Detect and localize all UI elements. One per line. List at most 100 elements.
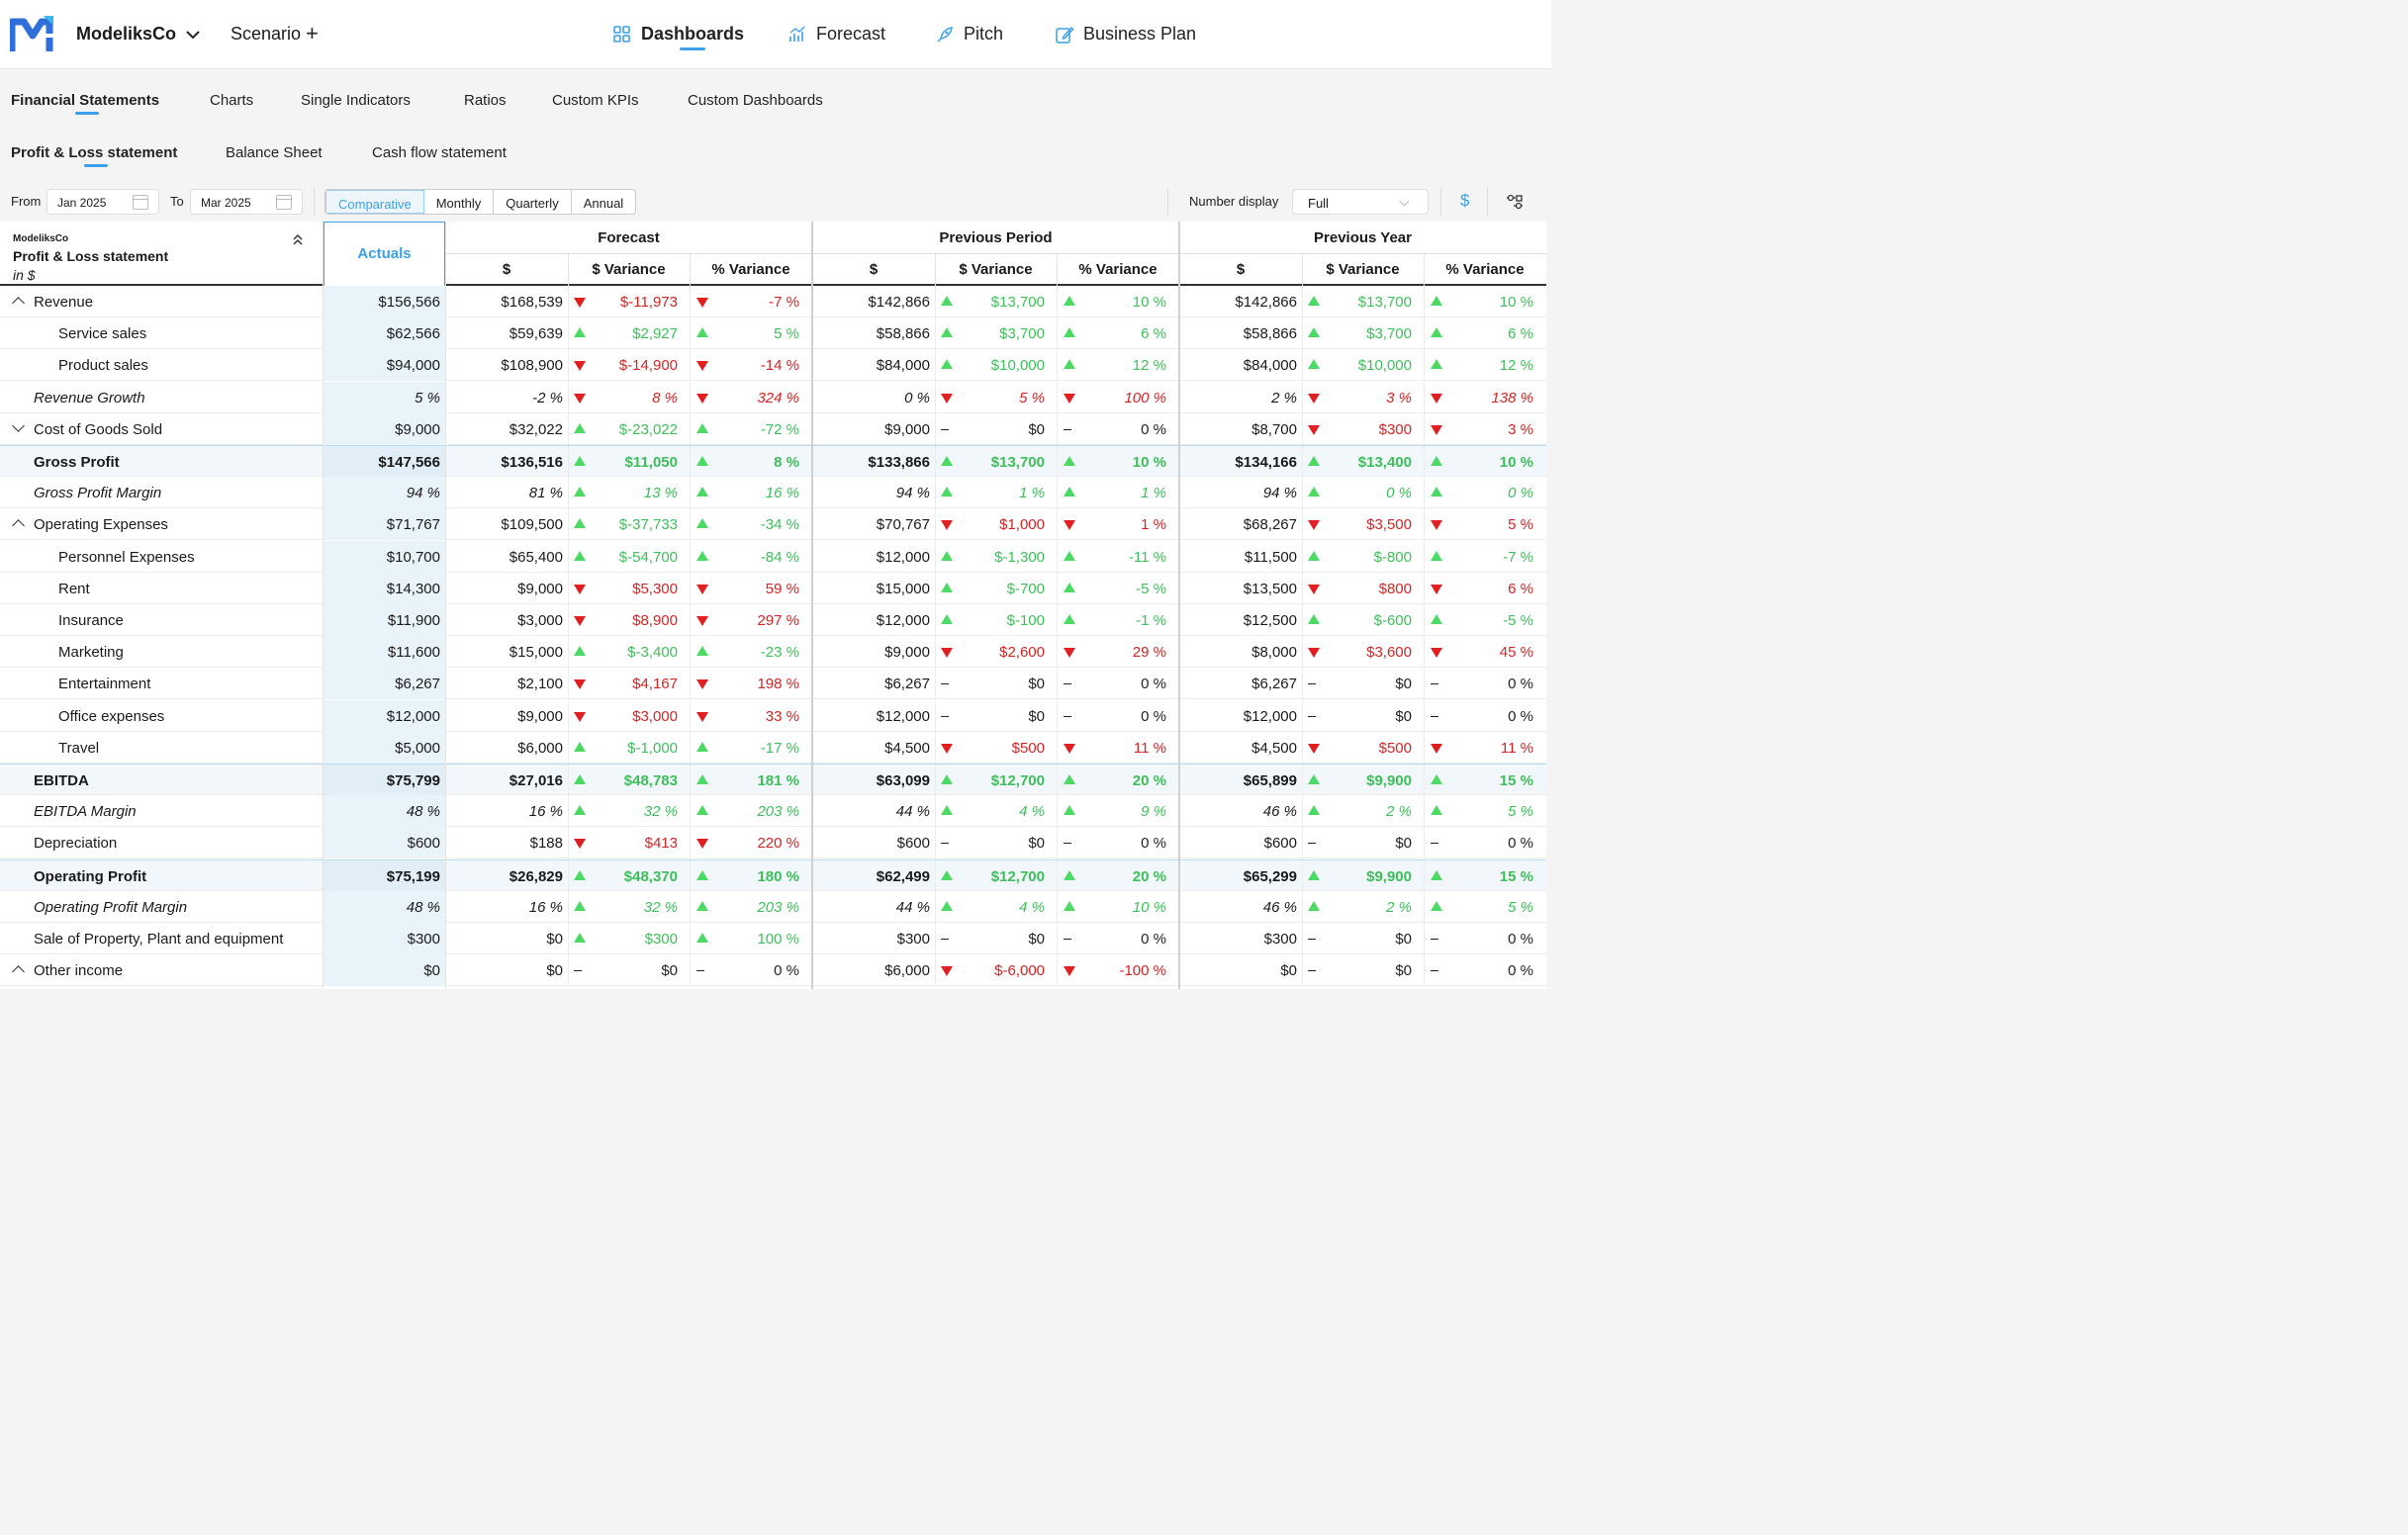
tab-balance-sheet[interactable]: Balance Sheet bbox=[226, 144, 323, 161]
percent-variance-value: 203 % bbox=[757, 898, 799, 916]
arrow-up-icon bbox=[1064, 900, 1075, 911]
currency-toggle-icon[interactable]: $ bbox=[1460, 191, 1470, 210]
table-row[interactable]: Rent $14,300 $9,000 $5,300 59 % $15,000 $-700 -… bbox=[0, 572, 1546, 604]
cell-divider bbox=[935, 731, 936, 764]
amount-value: $9,000 bbox=[517, 580, 563, 597]
dollar-variance-value: $800 bbox=[1378, 580, 1412, 597]
table-row[interactable]: Travel $5,000 $6,000 $-1,000 -17 % $4,500 $500… bbox=[0, 731, 1546, 764]
tab-single-indicators[interactable]: Single Indicators bbox=[301, 92, 411, 109]
cell-divider bbox=[1424, 827, 1425, 859]
chevron-up-icon[interactable] bbox=[12, 297, 25, 310]
amount-value: $0 bbox=[1280, 962, 1297, 980]
chevron-up-icon[interactable] bbox=[12, 965, 25, 979]
dash-icon bbox=[1431, 970, 1438, 972]
cell-divider bbox=[935, 668, 936, 700]
cell-divider bbox=[935, 827, 936, 859]
period-toggle: Comparative Monthly Quarterly Annual bbox=[324, 189, 637, 215]
percent-variance-value: 180 % bbox=[757, 867, 799, 885]
arrow-up-icon bbox=[1431, 487, 1442, 497]
table-row[interactable]: Gross Profit Margin 94 % 81 % 13 % 16 % 94 % 1… bbox=[0, 477, 1546, 509]
dollar-variance-value: $13,700 bbox=[990, 454, 1045, 471]
nav-forecast[interactable]: Forecast bbox=[788, 24, 885, 45]
pl-table: ModeliksCo Profit & Loss statement in $ … bbox=[0, 222, 1546, 989]
actuals-cell-bg bbox=[324, 668, 445, 700]
table-row[interactable]: Gross Profit $147,566 $136,516 $11,050 8 % $1… bbox=[0, 445, 1546, 478]
table-row[interactable]: Insurance $11,900 $3,000 $8,900 297 % $12,000… bbox=[0, 604, 1546, 636]
table-row[interactable]: Other income $0 $0 $0 0 % $6,000 $-6,000 -100 %… bbox=[0, 954, 1546, 987]
nav-business-plan[interactable]: Business Plan bbox=[1056, 24, 1196, 45]
cell-divider bbox=[1302, 381, 1303, 413]
tab-financial-statements[interactable]: Financial Statements bbox=[11, 92, 159, 115]
tab-label: Profit & Loss statement bbox=[11, 144, 178, 161]
tab-charts[interactable]: Charts bbox=[210, 92, 254, 109]
amount-value: 16 % bbox=[528, 898, 563, 916]
from-date-picker[interactable]: Jan 2025 bbox=[46, 189, 159, 215]
tab-cash-flow[interactable]: Cash flow statement bbox=[372, 144, 507, 161]
table-row[interactable]: Operating Profit $75,199 $26,829 $48,370 180… bbox=[0, 858, 1546, 892]
table-row[interactable]: Revenue $156,566 $168,539 $-11,973 -7 % $142,… bbox=[0, 286, 1546, 317]
dash-icon bbox=[1431, 683, 1438, 685]
company-name[interactable]: ModeliksCo bbox=[76, 24, 177, 44]
amount-value: 94 % bbox=[1262, 485, 1297, 502]
period-annual[interactable]: Annual bbox=[583, 196, 624, 211]
actuals-cell-bg bbox=[324, 508, 445, 541]
divider bbox=[1167, 188, 1168, 216]
table-row[interactable]: Operating Profit Margin 48 % 16 % 32 % 203 %… bbox=[0, 890, 1546, 923]
percent-variance-value: -5 % bbox=[1503, 612, 1533, 629]
cell-divider bbox=[1424, 636, 1425, 669]
table-row[interactable]: Office expenses $12,000 $9,000 $3,000 33 % $1… bbox=[0, 699, 1546, 732]
arrow-down-icon bbox=[696, 679, 708, 690]
tab-custom-dashboards[interactable]: Custom Dashboards bbox=[688, 92, 823, 109]
to-date-picker[interactable]: Mar 2025 bbox=[190, 189, 303, 215]
nav-dashboards[interactable]: Dashboards bbox=[613, 24, 744, 50]
table-row[interactable]: Depreciation $600 $188 $413 220 % $600 $0 0 % $6… bbox=[0, 827, 1546, 859]
collapse-all-icon[interactable] bbox=[292, 233, 304, 245]
tab-ratios[interactable]: Ratios bbox=[464, 92, 507, 109]
chevron-down-icon[interactable] bbox=[12, 418, 25, 432]
cell-divider bbox=[568, 412, 569, 445]
cell-divider bbox=[1424, 731, 1425, 764]
period-quarterly[interactable]: Quarterly bbox=[494, 190, 572, 214]
number-display-select[interactable]: Full bbox=[1292, 189, 1429, 215]
table-row[interactable]: Entertainment $6,267 $2,100 $4,167 198 % $6,2… bbox=[0, 668, 1546, 700]
chevron-down-icon[interactable] bbox=[184, 26, 202, 44]
chevron-up-icon[interactable] bbox=[12, 519, 25, 533]
table-row[interactable]: Marketing $11,600 $15,000 $-3,400 -23 % $9,00… bbox=[0, 636, 1546, 669]
period-comparative[interactable]: Comparative bbox=[325, 190, 424, 214]
table-row[interactable]: Revenue Growth 5 % -2 % 8 % 324 % 0 % 5 % 100 %… bbox=[0, 381, 1546, 413]
scenario-selector[interactable]: Scenario bbox=[231, 24, 302, 44]
table-row[interactable]: Personnel Expenses $10,700 $65,400 $-54,700… bbox=[0, 540, 1546, 573]
cell-divider bbox=[1424, 349, 1425, 382]
cell-divider bbox=[568, 317, 569, 350]
nav-pitch[interactable]: Pitch bbox=[936, 24, 1003, 45]
table-row[interactable]: EBITDA Margin 48 % 16 % 32 % 203 % 44 % 4 % 9 %… bbox=[0, 795, 1546, 828]
table-row[interactable]: EBITDA $75,799 $27,016 $48,783 181 % $63,099 $… bbox=[0, 764, 1546, 796]
table-row[interactable]: Operating Expenses $71,767 $109,500 $-37,73… bbox=[0, 508, 1546, 541]
amount-value: $26,829 bbox=[509, 867, 563, 885]
percent-variance-value: 5 % bbox=[1508, 803, 1533, 821]
dash-icon bbox=[941, 683, 949, 685]
arrow-up-icon bbox=[941, 359, 953, 370]
dollar-variance-value: 32 % bbox=[643, 803, 678, 821]
arrow-up-icon bbox=[1064, 327, 1075, 338]
cell-divider bbox=[690, 286, 691, 317]
actuals-value: $12,000 bbox=[386, 707, 440, 725]
period-monthly[interactable]: Monthly bbox=[424, 190, 495, 214]
table-row[interactable]: Product sales $94,000 $108,900 $-14,900 -14 … bbox=[0, 349, 1546, 382]
arrow-up-icon bbox=[696, 805, 708, 816]
table-row[interactable]: Service sales $62,566 $59,639 $2,927 5 % $58,… bbox=[0, 317, 1546, 350]
cell-divider bbox=[690, 731, 691, 764]
tab-profit-loss[interactable]: Profit & Loss statement bbox=[11, 144, 178, 167]
tab-custom-kpis[interactable]: Custom KPIs bbox=[552, 92, 639, 109]
add-scenario-icon[interactable]: + bbox=[306, 21, 319, 45]
arrow-down-icon bbox=[574, 679, 586, 690]
dash-icon bbox=[1064, 715, 1071, 717]
arrow-down-icon bbox=[1431, 648, 1442, 659]
table-row[interactable]: Sale of Property, Plant and equipment $30… bbox=[0, 923, 1546, 954]
arrow-up-icon bbox=[696, 487, 708, 497]
cell-divider bbox=[690, 540, 691, 573]
table-settings-icon[interactable] bbox=[1506, 193, 1524, 211]
arrow-up-icon bbox=[941, 900, 953, 911]
table-row[interactable]: Cost of Goods Sold $9,000 $32,022 $-23,022 -… bbox=[0, 412, 1546, 445]
modeliks-logo-icon[interactable] bbox=[10, 14, 55, 53]
